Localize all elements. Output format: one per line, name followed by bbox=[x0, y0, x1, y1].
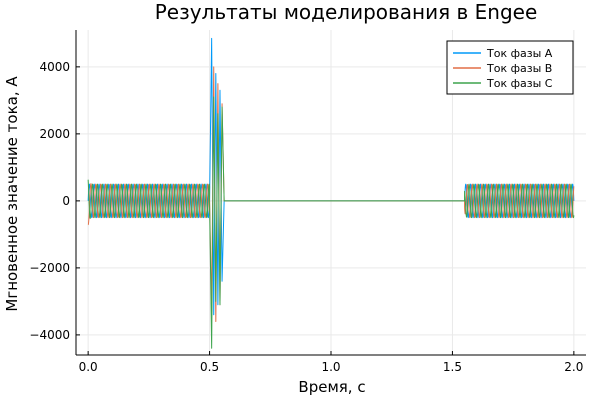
y-axis-label: Мгновенное значение тока, А bbox=[3, 76, 21, 312]
legend: Ток фазы A Ток фазы B Ток фазы C bbox=[446, 40, 574, 95]
x-tick-label: 1.5 bbox=[443, 360, 462, 374]
x-tick-label: 0.5 bbox=[200, 360, 219, 374]
x-tick-label: 2.0 bbox=[564, 360, 583, 374]
y-tick-label: −4000 bbox=[29, 328, 70, 342]
y-tick-label: 2000 bbox=[39, 127, 70, 141]
series-layer bbox=[87, 37, 575, 349]
x-tick-label: 1.0 bbox=[321, 360, 340, 374]
x-axis-label: Время, с bbox=[298, 378, 365, 396]
x-tick-label: 0.0 bbox=[79, 360, 98, 374]
series-line-3 bbox=[87, 96, 575, 349]
legend-label: Ток фазы C bbox=[486, 77, 553, 90]
y-tick-label: 0 bbox=[62, 194, 70, 208]
chart-title: Результаты моделирования в Engee bbox=[155, 0, 538, 24]
legend-label: Ток фазы A bbox=[486, 47, 553, 60]
series-line-2 bbox=[87, 66, 575, 322]
y-tick-label: 4000 bbox=[39, 60, 70, 74]
ticks: 0.0 0.5 1.0 1.5 2.0 −4000 −2000 0 2000 4000 bbox=[29, 60, 583, 374]
legend-label: Ток фазы B bbox=[486, 62, 552, 75]
y-tick-label: −2000 bbox=[29, 261, 70, 275]
